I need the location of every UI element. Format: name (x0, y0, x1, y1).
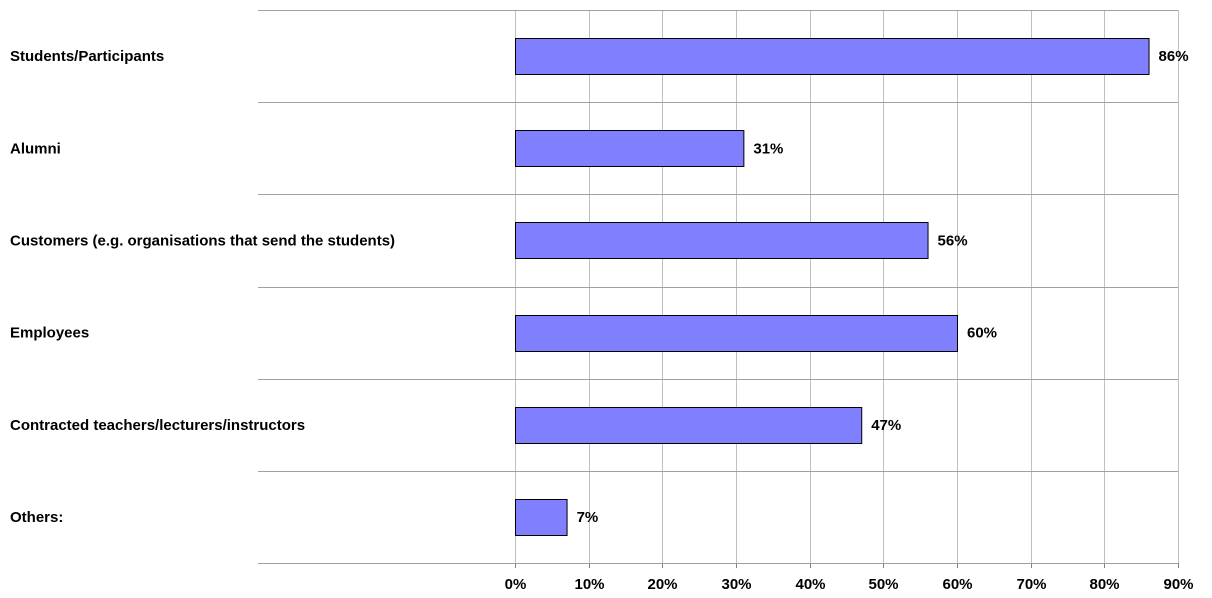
x-tick-label: 40% (795, 576, 825, 593)
x-tick-label: 10% (574, 576, 604, 593)
category-label: Students/Participants (10, 48, 164, 65)
bar-5 (515, 407, 863, 444)
category-label: Alumni (10, 140, 61, 157)
category-label: Contracted teachers/lecturers/instructor… (10, 417, 305, 434)
category-separators (258, 10, 1178, 564)
x-tick-label: 60% (942, 576, 972, 593)
bar-4 (515, 315, 958, 352)
bars (515, 38, 1150, 536)
data-label: 47% (871, 417, 901, 434)
grid-layer (515, 10, 1179, 568)
bar-6 (515, 499, 568, 536)
bar-3 (515, 222, 929, 259)
category-label: Customers (e.g. organisations that send … (10, 232, 395, 249)
x-tick-label: 70% (1016, 576, 1046, 593)
category-label: Employees (10, 325, 89, 342)
x-axis-tick-labels: 0% 10% 20% 30% 40% 50% 60% 70% 80% 90% (505, 576, 1194, 593)
category-labels: Students/Participants Alumni Customers (e.… (10, 48, 395, 526)
data-labels: 86% 31% 56% 60% 47% 7% (577, 48, 1189, 526)
x-tick-label: 0% (505, 576, 527, 593)
x-tick-label: 90% (1163, 576, 1193, 593)
x-tick-label: 20% (647, 576, 677, 593)
data-label: 86% (1159, 48, 1189, 65)
x-tick-label: 30% (721, 576, 751, 593)
data-label: 56% (938, 232, 968, 249)
x-tick-label: 50% (868, 576, 898, 593)
x-tick-label: 80% (1089, 576, 1119, 593)
category-label: Others: (10, 509, 63, 526)
data-label: 60% (967, 325, 997, 342)
data-label: 31% (753, 140, 783, 157)
bar-2 (515, 130, 745, 167)
data-label: 7% (577, 509, 599, 526)
bar-1 (515, 38, 1150, 75)
